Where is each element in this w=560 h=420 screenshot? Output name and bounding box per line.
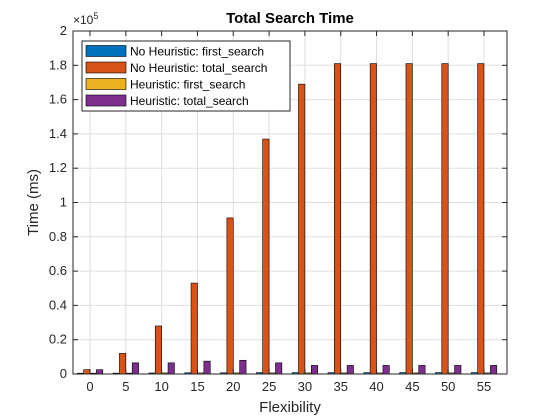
x-tick-label: 15	[190, 379, 204, 394]
bar-heuristic-total-search-10	[167, 362, 175, 375]
y-tick-label: 1.2	[49, 160, 67, 175]
chart-title: Total Search Time	[226, 10, 354, 27]
bar-no-heuristic-total-search-50	[441, 63, 449, 375]
bar-heuristic-total-search-20	[239, 359, 247, 375]
y-tick-label: 1.6	[49, 92, 67, 107]
x-tick-label: 10	[154, 379, 168, 394]
legend-swatch	[85, 61, 127, 74]
x-tick-label: 20	[226, 379, 240, 394]
bar-no-heuristic-total-search-45	[405, 63, 413, 375]
bar-no-heuristic-total-search-0	[83, 369, 91, 375]
legend-entry-label: No Heuristic: total_search	[130, 61, 267, 75]
bar-no-heuristic-total-search-20	[226, 217, 234, 375]
bar-heuristic-total-search-40	[382, 365, 390, 375]
y-exponent-base: ×10	[73, 13, 94, 27]
x-tick-label: 45	[405, 379, 419, 394]
x-tick-label: 25	[262, 379, 276, 394]
bar-heuristic-total-search-50	[454, 365, 462, 375]
legend: No Heuristic: first_search No Heuristic: …	[81, 40, 291, 112]
bars-layer	[76, 63, 498, 375]
legend-swatch	[85, 94, 127, 107]
bar-heuristic-total-search-5	[131, 362, 139, 375]
bar-no-heuristic-total-search-25	[262, 138, 270, 375]
y-tick-label: 0	[60, 366, 67, 381]
x-axis-label: Flexibility	[259, 399, 321, 416]
bar-no-heuristic-total-search-30	[298, 83, 306, 375]
bar-no-heuristic-total-search-5	[119, 353, 127, 375]
legend-entry-label: No Heuristic: first_search	[130, 45, 264, 59]
y-tick-label: 0.2	[49, 332, 67, 347]
bar-heuristic-total-search-25	[275, 362, 283, 375]
y-tick-label: 2	[60, 23, 67, 38]
bar-heuristic-total-search-45	[418, 365, 426, 375]
x-tick-label: 40	[369, 379, 383, 394]
bar-heuristic-total-search-35	[346, 365, 354, 375]
y-exponent-power: 5	[93, 11, 98, 21]
y-tick-label: 0.4	[49, 297, 67, 312]
x-tick-label: 55	[477, 379, 491, 394]
legend-swatch	[85, 45, 127, 57]
bar-heuristic-total-search-55	[490, 365, 498, 375]
x-tick-label: 30	[298, 379, 312, 394]
y-tick-label: 1	[60, 195, 67, 210]
y-axis-label: Time (ms)	[25, 169, 42, 236]
bar-heuristic-total-search-15	[203, 360, 211, 375]
legend-swatch	[85, 78, 127, 90]
y-tick-label: 1.8	[49, 57, 67, 72]
legend-entry-label: Heuristic: total_search	[130, 94, 249, 108]
x-tick-label: 5	[122, 379, 129, 394]
bar-no-heuristic-total-search-15	[190, 282, 198, 375]
bar-no-heuristic-total-search-35	[334, 63, 342, 375]
y-tick-label: 1.4	[49, 126, 67, 141]
y-tick-label: 0.6	[49, 263, 67, 278]
ticks-layer: 00.20.40.60.811.21.41.61.820 5 10 15 20 25 30 3…	[49, 23, 507, 394]
legend-entry-label: Heuristic: first_search	[130, 78, 245, 92]
bar-heuristic-total-search-0	[96, 369, 104, 375]
x-tick-label: 50	[441, 379, 455, 394]
x-tick-label: 35	[333, 379, 347, 394]
x-tick-label: 0	[86, 379, 93, 394]
bar-no-heuristic-total-search-40	[369, 63, 377, 375]
bar-no-heuristic-total-search-10	[154, 325, 162, 375]
y-tick-label: 0.8	[49, 229, 67, 244]
y-axis-exponent: ×105	[73, 11, 98, 27]
bar-no-heuristic-total-search-55	[477, 63, 485, 375]
bar-heuristic-total-search-30	[311, 365, 319, 375]
